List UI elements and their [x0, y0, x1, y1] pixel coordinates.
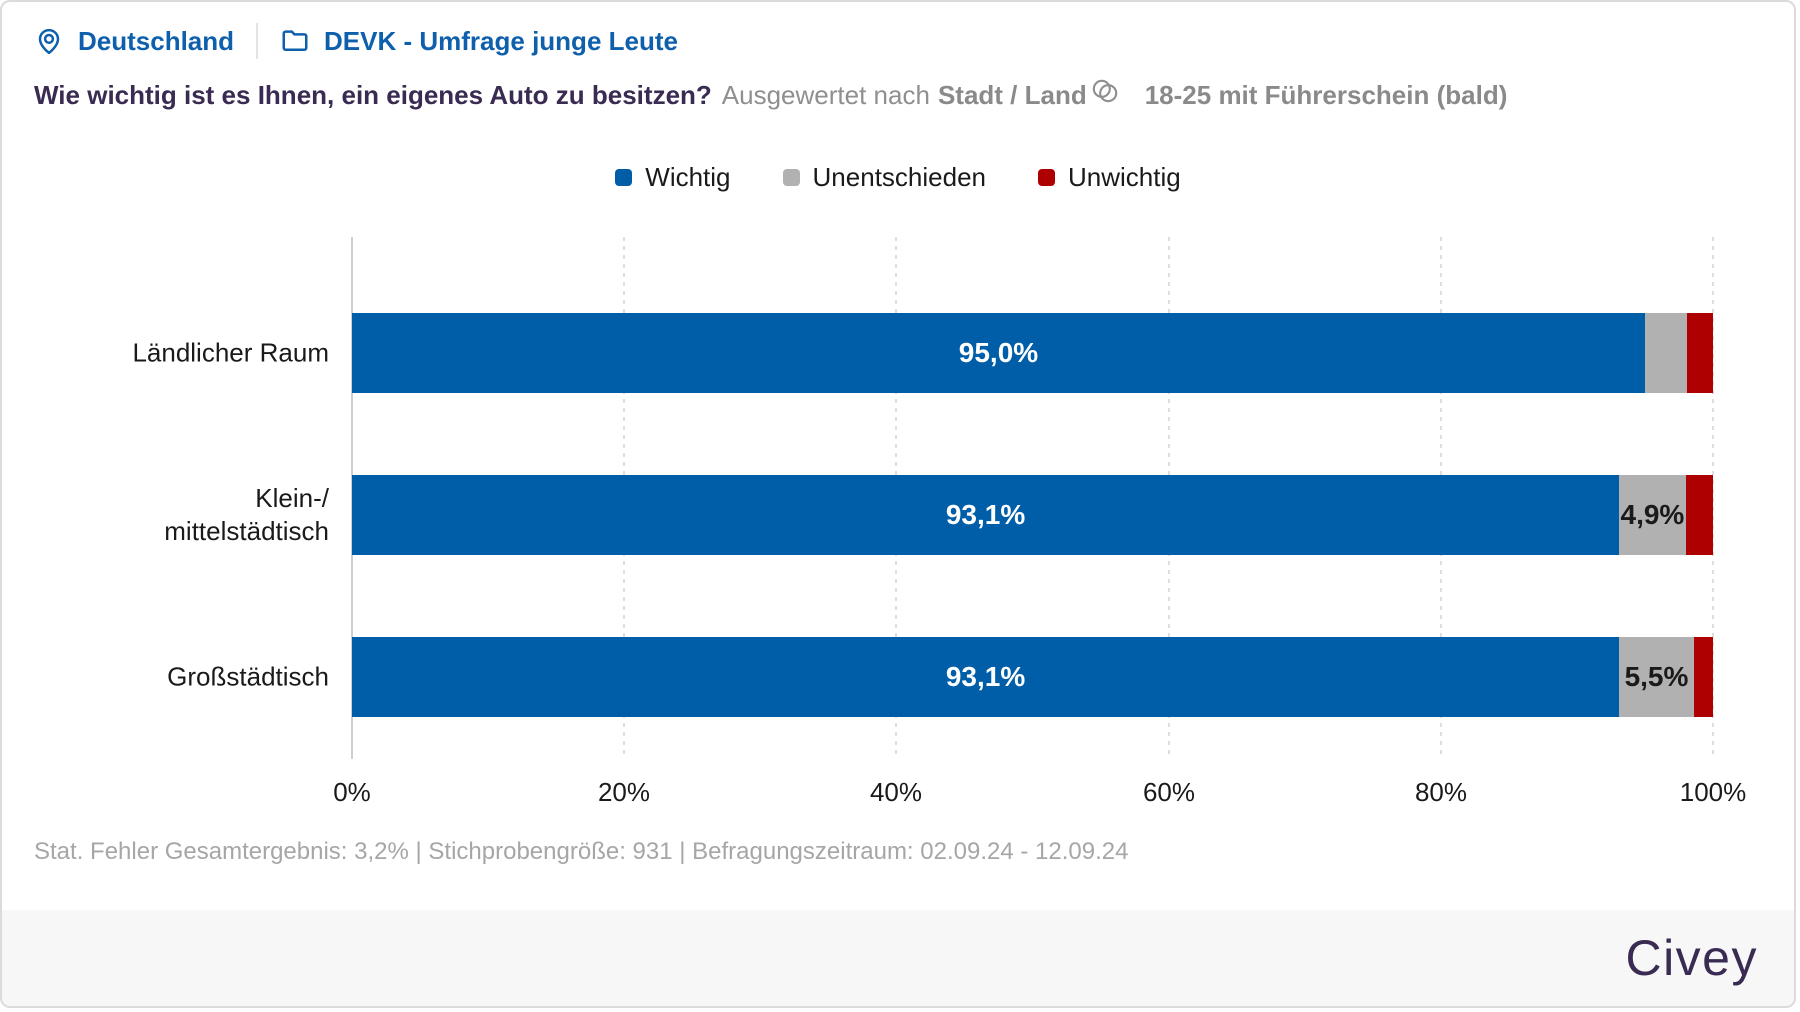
- legend-item-1[interactable]: Unentschieden: [782, 162, 986, 193]
- bar-segment-unwichtig-2[interactable]: [1693, 637, 1713, 717]
- location-label: Deutschland: [78, 25, 235, 56]
- gridline-100%: [1712, 237, 1714, 759]
- breadcrumb: Deutschland DEVK - Umfrage junge Leute: [34, 22, 678, 60]
- legend-item-0[interactable]: Wichtig: [615, 162, 731, 193]
- value-label: 93,1%: [945, 661, 1026, 692]
- folder-icon: [282, 30, 308, 51]
- x-axis-tick-80%: 80%: [1414, 777, 1468, 807]
- legend-swatch-icon: [1038, 169, 1055, 186]
- stacked-bar-chart: 95,0% 93,1% 4,9% 93,1% 5,5% 0% 20% 40% 60% 80% 10…: [2, 237, 1794, 807]
- bar-segment-wichtig-2[interactable]: 93,1%: [352, 637, 1620, 717]
- value-label: 5,5%: [1624, 661, 1689, 692]
- x-axis-tick-20%: 20%: [597, 777, 651, 807]
- bar-row-0: 95,0%: [352, 313, 1713, 393]
- survey-title-label: DEVK - Umfrage junge Leute: [324, 25, 678, 56]
- evaluated-by-label: Ausgewertet nach: [721, 80, 930, 110]
- brand-bar: Civey: [2, 910, 1794, 1006]
- header-divider: [256, 23, 259, 59]
- category-label-2: Großstädtisch: [167, 661, 329, 692]
- legend-label: Wichtig: [645, 162, 731, 192]
- bar-segment-unwichtig-0[interactable]: [1687, 313, 1713, 393]
- value-label: 95,0%: [958, 337, 1039, 368]
- chart-legend: Wichtig Unentschieden Unwichtig: [2, 162, 1794, 193]
- bar-segment-unentschieden-2[interactable]: 5,5%: [1619, 637, 1694, 717]
- x-axis-tick-0%: 0%: [333, 777, 371, 807]
- location-pin-icon: [38, 28, 60, 55]
- legend-label: Unwichtig: [1068, 162, 1181, 192]
- civey-logo[interactable]: Civey: [1625, 930, 1758, 986]
- legend-label: Unentschieden: [812, 162, 986, 192]
- bar-segment-wichtig-0[interactable]: 95,0%: [352, 313, 1645, 393]
- category-label-1: Klein-/ mittelstädtisch: [164, 483, 329, 546]
- value-label: 4,9%: [1620, 499, 1685, 530]
- plot-area: 95,0% 93,1% 4,9% 93,1% 5,5%: [351, 237, 1714, 759]
- value-label: 93,1%: [945, 499, 1026, 530]
- question-bar: Wie wichtig ist es Ihnen, ein eigenes Au…: [34, 79, 1762, 111]
- bar-segment-unwichtig-1[interactable]: [1685, 475, 1713, 555]
- bar-row-2: 93,1% 5,5%: [352, 637, 1713, 717]
- audience-filter-label: 18-25 mit Führerschein (bald): [1144, 80, 1508, 110]
- bar-segment-unentschieden-1[interactable]: 4,9%: [1619, 475, 1686, 555]
- legend-swatch-icon: [782, 169, 800, 186]
- category-label-0: Ländlicher Raum: [132, 337, 329, 368]
- location-filter[interactable]: Deutschland: [34, 26, 234, 57]
- legend-swatch-icon: [615, 169, 633, 186]
- evaluated-by-dimension: Stadt / Land: [937, 80, 1087, 110]
- question-title: Wie wichtig ist es Ihnen, ein eigenes Au…: [34, 80, 712, 110]
- x-axis-tick-100%: 100%: [1679, 777, 1747, 807]
- bar-row-1: 93,1% 4,9%: [352, 475, 1713, 555]
- x-axis-tick-60%: 60%: [1142, 777, 1196, 807]
- bar-segment-unentschieden-0[interactable]: [1644, 313, 1688, 393]
- methodology-footnote: Stat. Fehler Gesamtergebnis: 3,2% | Stic…: [34, 838, 1129, 865]
- intersection-venn-icon: [1092, 79, 1117, 102]
- survey-folder-link[interactable]: DEVK - Umfrage junge Leute: [280, 26, 678, 57]
- bar-segment-wichtig-1[interactable]: 93,1%: [352, 475, 1620, 555]
- legend-item-2[interactable]: Unwichtig: [1038, 162, 1181, 193]
- x-axis-tick-40%: 40%: [869, 777, 923, 807]
